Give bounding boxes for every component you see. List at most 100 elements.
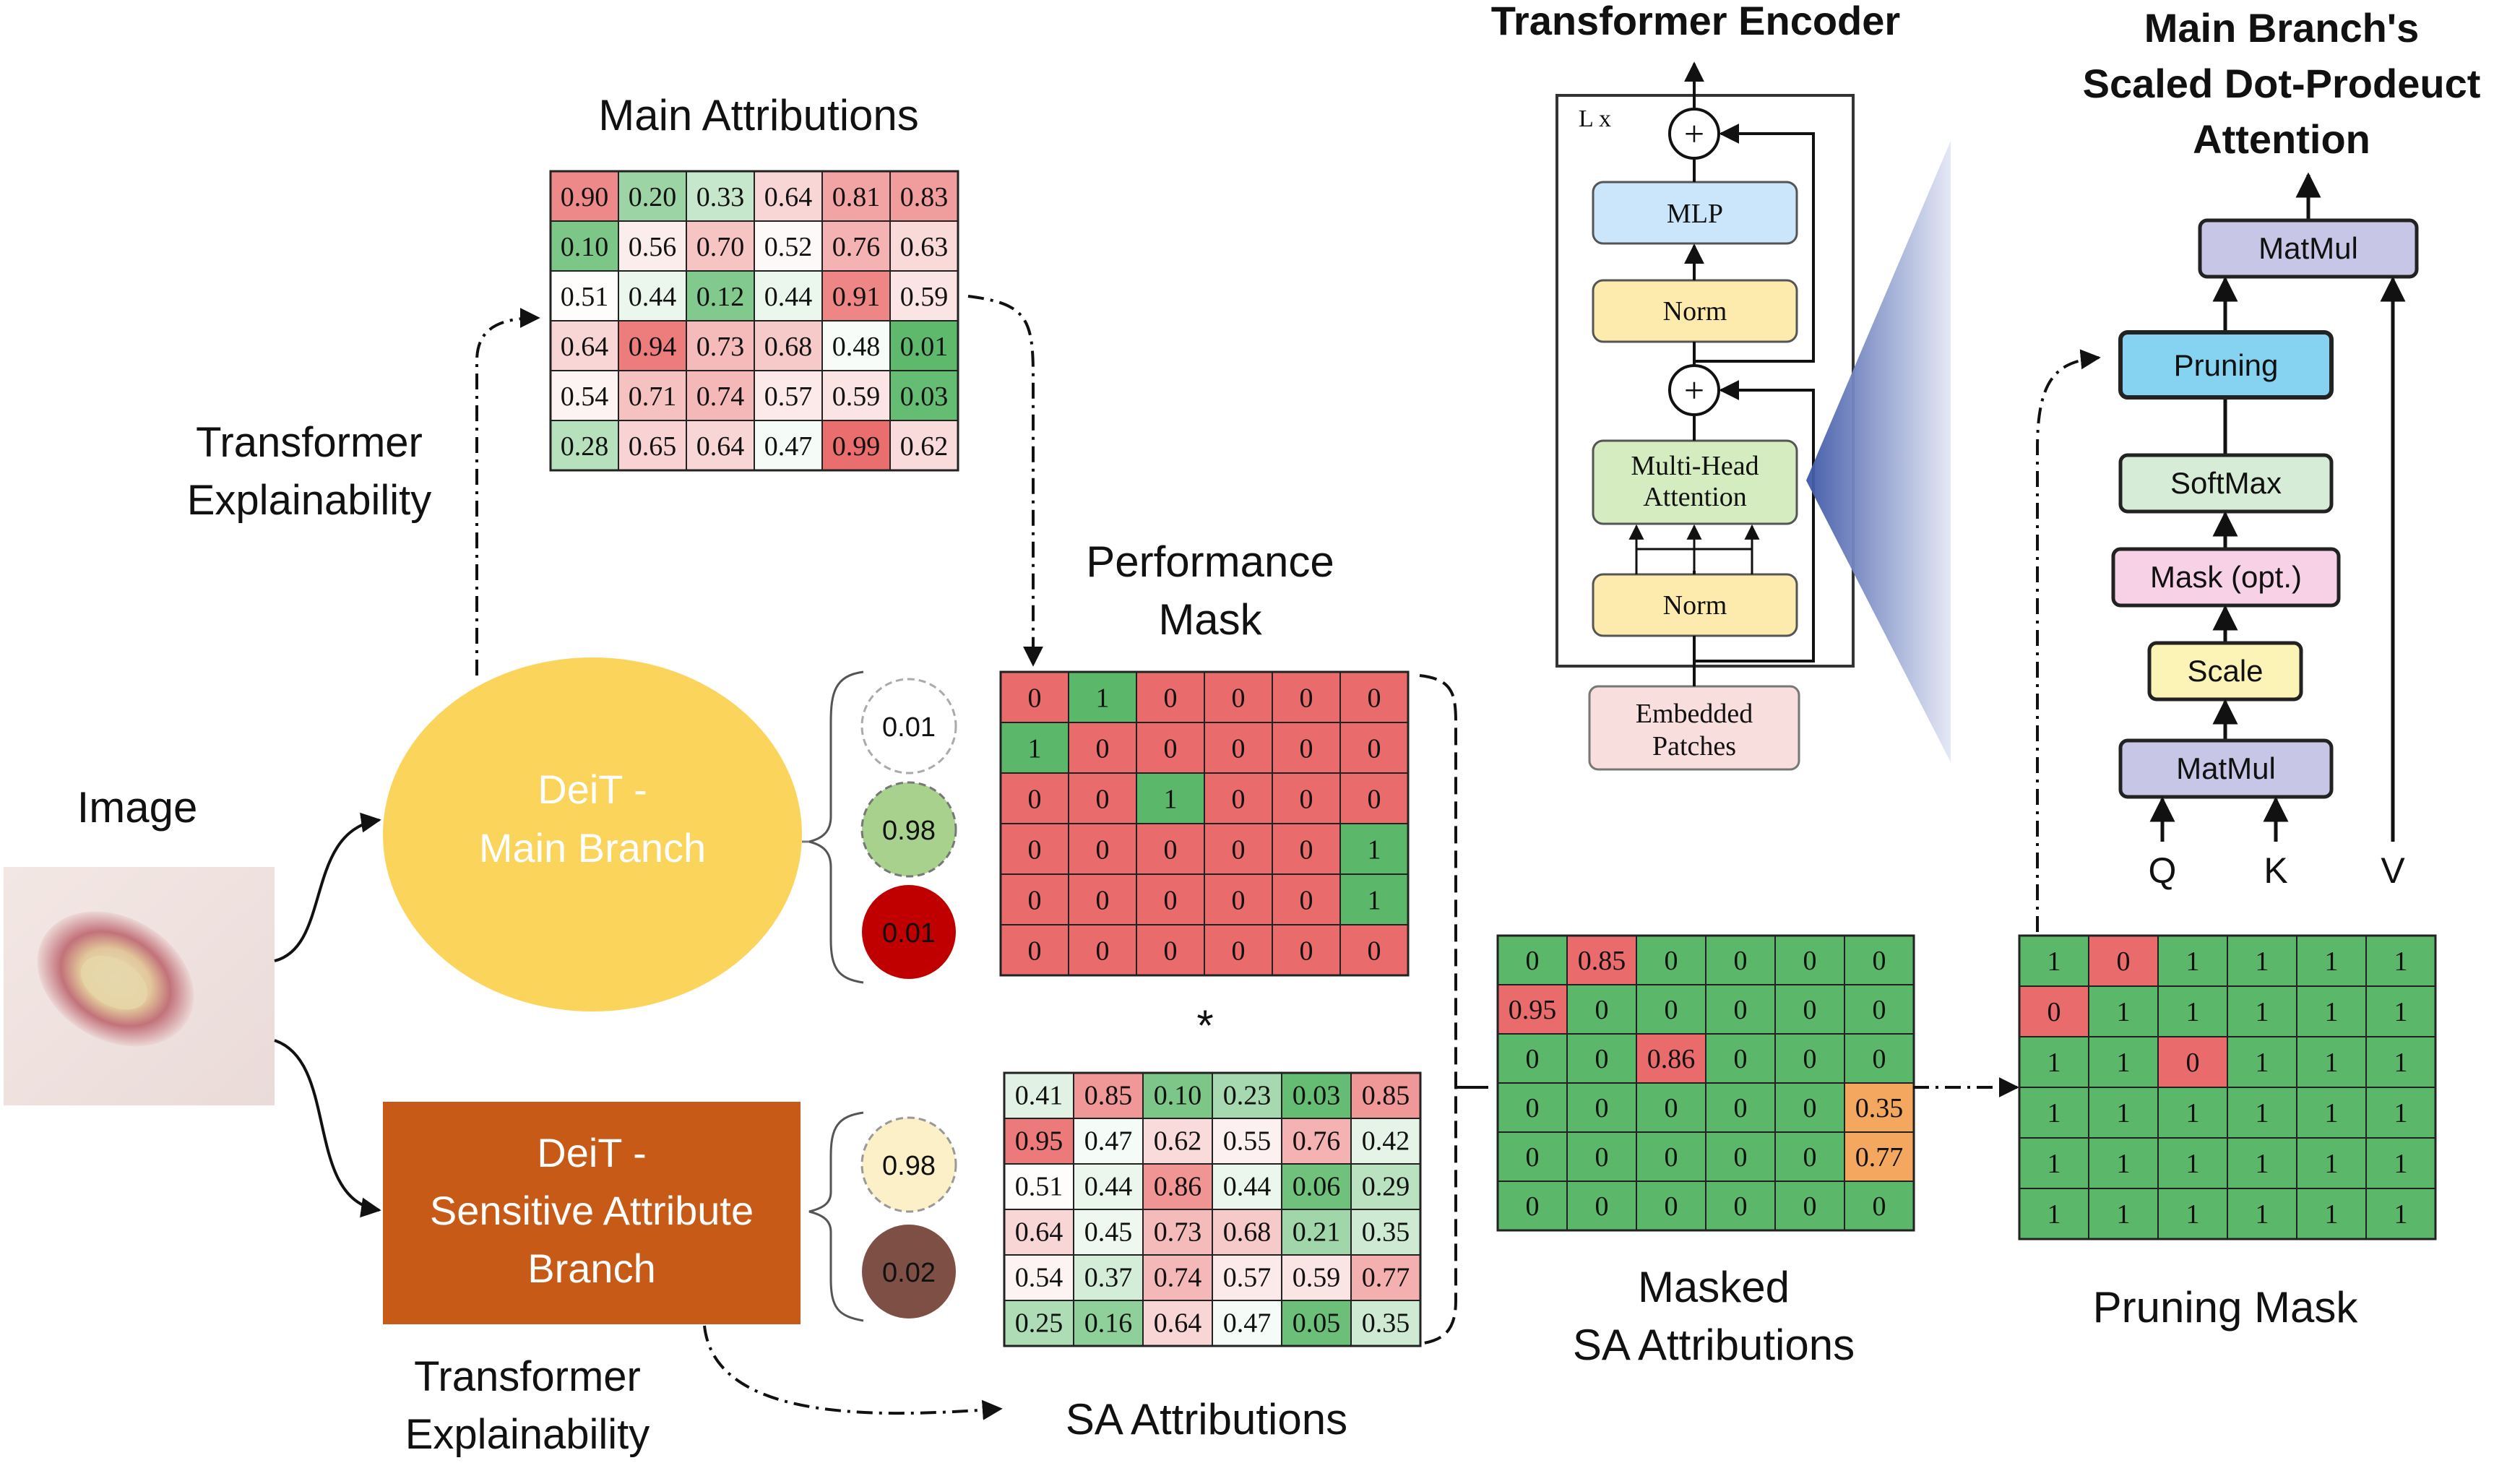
main-attributions-value: 0.63 <box>900 232 949 262</box>
performance-mask-value: 0 <box>1028 785 1042 815</box>
main-attributions-cell <box>686 320 755 371</box>
pruning-mask-value: 1 <box>2048 1149 2061 1179</box>
pruning-mask-cell <box>2157 1188 2228 1240</box>
main-attributions-cell <box>550 171 619 222</box>
masked-sa-value: 0 <box>1595 1044 1609 1074</box>
performance-mask-value: 1 <box>1028 734 1042 764</box>
transformer-encoder: L x + MLP Norm + Multi-Head Attention No… <box>1555 61 1855 771</box>
masked-sa-value: 0 <box>1665 1093 1678 1123</box>
deit-sa-label-1: DeiT - <box>537 1130 646 1175</box>
main-attributions-value: 0.57 <box>764 381 813 412</box>
performance-mask-cell <box>1000 924 1069 976</box>
main-attributions-value: 0.73 <box>696 332 745 362</box>
main-attributions-value: 0.03 <box>900 381 949 412</box>
sa-attributions-cell <box>1142 1254 1213 1301</box>
sa-attributions-value: 0.47 <box>1223 1308 1272 1339</box>
deit-main-label-1: DeiT - <box>538 767 647 812</box>
sa-attributions-grid: 0.41 0.85 0.10 0.23 0.03 0.85 0.95 0.47 0.62 0.55… <box>1003 1071 1422 1347</box>
performance-mask-value: 0 <box>1164 734 1178 764</box>
pruning-mask-value: 1 <box>2325 997 2339 1027</box>
pruning-mask-value: 1 <box>2256 1149 2269 1179</box>
main-attributions-value: 0.59 <box>900 282 949 312</box>
te-bottom-label-2: Explainability <box>405 1411 650 1458</box>
masked-sa-value: 0 <box>1734 1142 1748 1173</box>
performance-mask-value: 0 <box>1368 734 1381 764</box>
masked-sa-cell <box>1705 1131 1776 1182</box>
masked-sa-value: 0.35 <box>1855 1093 1904 1123</box>
sa-attributions-cell <box>1350 1163 1421 1210</box>
main-attributions-value: 0.44 <box>629 282 677 312</box>
masked-sa-value: 0 <box>1526 1191 1540 1222</box>
masked-sa-value: 0 <box>1595 1191 1609 1222</box>
pruning-mask-value: 0 <box>2048 997 2061 1027</box>
masked-sa-value: 0 <box>1873 946 1886 976</box>
svg-text:0.02: 0.02 <box>882 1258 936 1288</box>
pruning-mask-cell <box>2227 1087 2297 1139</box>
main-attributions-value: 0.59 <box>832 381 881 412</box>
image-to-main-arrow <box>274 812 381 962</box>
pruning-block <box>2118 330 2334 400</box>
sa-attributions-value: 0.25 <box>1015 1308 1063 1339</box>
sa-attributions-value: 0.74 <box>1154 1263 1202 1293</box>
v-label: V <box>2381 850 2405 891</box>
pruning-mask-value: 1 <box>2325 1048 2339 1078</box>
performance-mask-cell <box>1136 873 1205 925</box>
svg-text:MatMul: MatMul <box>2258 231 2358 265</box>
main-attributions-cell <box>821 171 891 222</box>
zoom-wedge <box>1806 141 1951 762</box>
performance-mask-cell <box>1272 671 1341 723</box>
main-attributions-cell <box>889 320 959 371</box>
performance-mask-value: 1 <box>1368 886 1381 916</box>
masked-sa-cell <box>1636 984 1706 1035</box>
sa-attributions-value: 0.23 <box>1223 1081 1272 1111</box>
masked-sa-value: 0 <box>1595 995 1609 1025</box>
performance-mask-value: 0 <box>1368 785 1381 815</box>
performance-mask-cell <box>1272 823 1341 875</box>
sa-attributions-value: 0.45 <box>1084 1217 1133 1248</box>
svg-text:Norm: Norm <box>1663 296 1727 327</box>
masked-sa-value: 0 <box>1873 1044 1886 1074</box>
sa-attributions-value: 0.37 <box>1084 1263 1133 1293</box>
pruning-mask-cell <box>2088 1188 2159 1240</box>
score-main-2: 0.98 <box>860 781 957 878</box>
masked-sa-cell <box>1774 1181 1845 1231</box>
sa-attributions-value: 0.42 <box>1362 1126 1410 1157</box>
main-attributions-value: 0.90 <box>561 182 609 212</box>
sa-attributions-value: 0.54 <box>1015 1263 1063 1293</box>
pruning-mask-cell <box>2227 985 2297 1037</box>
pruning-mask-cell <box>2296 985 2367 1037</box>
masked-sa-value: 0 <box>1803 995 1817 1025</box>
masked-sa-value: 0 <box>1526 1142 1540 1173</box>
sa-attributions-cell <box>1073 1209 1144 1256</box>
sa-attributions-value: 0.47 <box>1084 1126 1133 1157</box>
performance-mask-value: 0 <box>1300 785 1313 815</box>
main-attributions-cell <box>889 420 959 471</box>
performance-mask-cell <box>1136 722 1205 774</box>
sa-attributions-value: 0.62 <box>1154 1126 1202 1157</box>
sa-attributions-value: 0.03 <box>1293 1081 1341 1111</box>
sa-attributions-cell <box>1350 1209 1421 1256</box>
main-attributions-cell <box>821 370 891 421</box>
pruning-mask-value: 1 <box>2256 997 2269 1027</box>
sa-attributions-cell <box>1142 1118 1213 1165</box>
main-attributions-value: 0.47 <box>764 431 813 462</box>
pruning-mask-cell <box>2296 1036 2367 1088</box>
svg-text:Multi-Head: Multi-Head <box>1631 451 1759 481</box>
performance-mask-grid: 0 1 0 0 0 0 1 0 0 0 0 0 0 0 1 0 0 0 0 0 0 0 0 1 0 0 0 0 0 1 0 0 0 0 0 0 <box>999 670 1410 977</box>
svg-text:0.01: 0.01 <box>882 918 936 949</box>
pruning-mask-value: 1 <box>2186 946 2200 977</box>
masked-sa-cell <box>1844 1131 1915 1182</box>
main-attributions-value: 0.01 <box>900 332 949 362</box>
svg-text:MLP: MLP <box>1667 199 1723 229</box>
main-attributions-cell <box>754 320 823 371</box>
masked-sa-border <box>1496 934 1915 1232</box>
performance-mask-value: 0 <box>1028 835 1042 866</box>
sa-attributions-border <box>1003 1071 1422 1347</box>
pruning-mask-value: 1 <box>2256 1098 2269 1128</box>
masked-sa-cell <box>1497 1082 1568 1133</box>
masked-sa-value: 0 <box>1526 1093 1540 1123</box>
main-attributions-cell <box>821 420 891 471</box>
sa-attributions-value: 0.95 <box>1015 1126 1063 1157</box>
sa-attributions-value: 0.68 <box>1223 1217 1272 1248</box>
pruning-mask-cell <box>2227 1188 2297 1240</box>
